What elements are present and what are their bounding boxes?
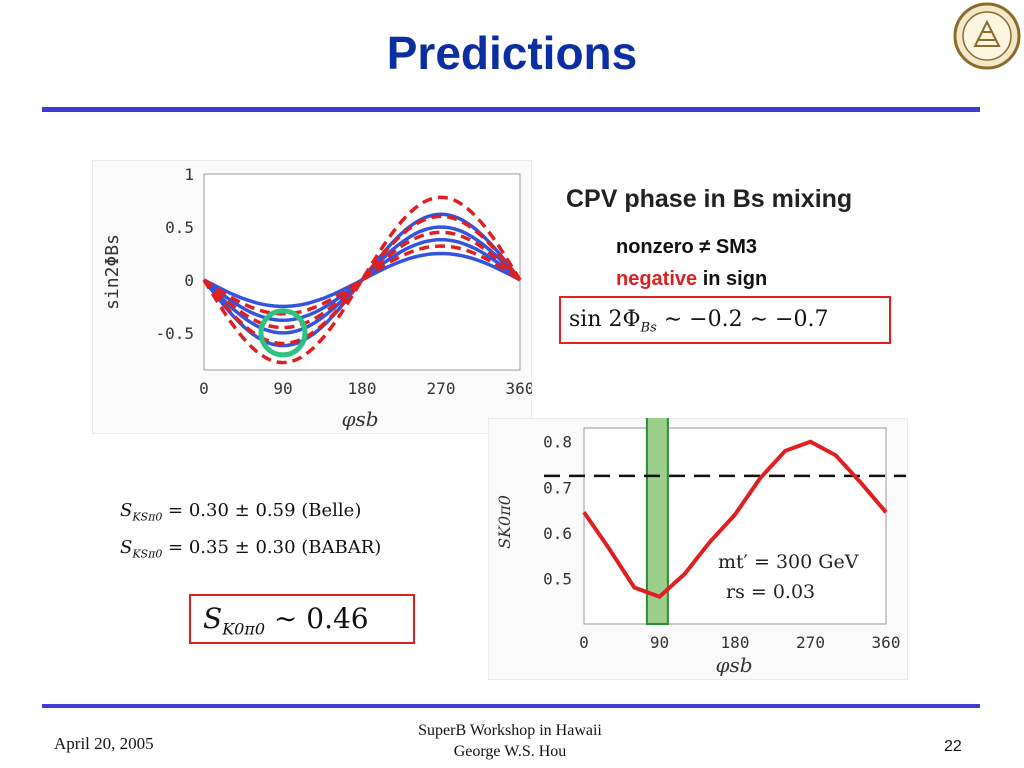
in-sign-text: in sign bbox=[697, 268, 768, 290]
y-tick-label: 0.5 bbox=[543, 569, 572, 588]
x-tick-label: 90 bbox=[650, 633, 669, 652]
rs-annotation: rs = 0.03 bbox=[726, 581, 815, 603]
y-tick-label: 0 bbox=[184, 271, 194, 290]
sk0pi0-curve bbox=[582, 439, 888, 599]
cpv-title: CPV phase in Bs mixing bbox=[566, 185, 853, 213]
nonzero-line: nonzero ≠ SM3 bbox=[616, 236, 757, 258]
page-number: 22 bbox=[944, 738, 962, 755]
series-line-4 bbox=[203, 244, 521, 316]
prediction-formula: SK0π0 ∼ 0.46 bbox=[203, 602, 369, 639]
chart-sk0pi0: 0 90 180 270 360 0.8 0.7 0.6 0.5 SK0π0 φsb mt′ =… bbox=[488, 418, 908, 680]
y-tick-label: 0.7 bbox=[543, 478, 572, 497]
footer-workshop: SuperB Workshop in Hawaii bbox=[418, 722, 602, 739]
sin-formula-box: sin 2ΦBs ∼ −0.2 ∼ −0.7 bbox=[559, 296, 891, 344]
footer-author: George W.S. Hou bbox=[453, 743, 567, 760]
top-rule bbox=[42, 107, 980, 112]
x-tick-label: 0 bbox=[199, 379, 209, 398]
y-tick-label: 0.5 bbox=[165, 218, 194, 237]
x-tick-label: 270 bbox=[427, 379, 456, 398]
sin-formula: sin 2ΦBs ∼ −0.2 ∼ −0.7 bbox=[569, 307, 829, 336]
y-tick-label: 0.8 bbox=[543, 433, 572, 452]
y-tick-label: 1 bbox=[184, 165, 194, 184]
series-line-6 bbox=[202, 214, 522, 346]
x-axis-label: φsb bbox=[715, 653, 752, 677]
mass-annotation: mt′ = 300 GeV bbox=[718, 551, 859, 573]
y-axis-label: SK0π0 bbox=[495, 495, 514, 549]
x-axis-label: φsb bbox=[341, 407, 378, 431]
footer-center: SuperB Workshop in Hawaii George W.S. Ho… bbox=[350, 720, 670, 762]
x-tick-label: 180 bbox=[348, 379, 377, 398]
series-line-7 bbox=[202, 195, 522, 365]
highlight-circle bbox=[258, 308, 308, 358]
phase-band bbox=[645, 418, 669, 625]
x-tick-label: 180 bbox=[721, 633, 750, 652]
prediction-box: SK0π0 ∼ 0.46 bbox=[189, 594, 415, 644]
x-tick-label: 360 bbox=[872, 633, 901, 652]
chart-sin2phi: 0 90 180 270 360 1 0.5 0 -0.5 sin2ΦBs φsb bbox=[92, 160, 532, 434]
y-tick-label: 0.6 bbox=[543, 524, 572, 543]
footer-date: April 20, 2005 bbox=[54, 734, 154, 753]
x-tick-label: 0 bbox=[579, 633, 589, 652]
babar-measurement: SKSπ0 = 0.35 ± 0.30 (BABAR) bbox=[120, 537, 382, 561]
series-line-5 bbox=[202, 230, 522, 330]
x-tick-label: 270 bbox=[796, 633, 825, 652]
university-seal-icon bbox=[953, 2, 1021, 70]
x-tick-label: 360 bbox=[506, 379, 532, 398]
belle-measurement: SKSπ0 = 0.30 ± 0.59 (Belle) bbox=[120, 500, 362, 524]
negative-line: negative in sign bbox=[616, 268, 767, 291]
negative-word: negative bbox=[616, 268, 698, 290]
slide-title: Predictions bbox=[386, 27, 638, 79]
x-tick-label: 90 bbox=[273, 379, 292, 398]
y-tick-label: -0.5 bbox=[155, 324, 194, 343]
y-axis-label: sin2ΦBs bbox=[102, 234, 123, 310]
bottom-rule bbox=[42, 704, 980, 708]
